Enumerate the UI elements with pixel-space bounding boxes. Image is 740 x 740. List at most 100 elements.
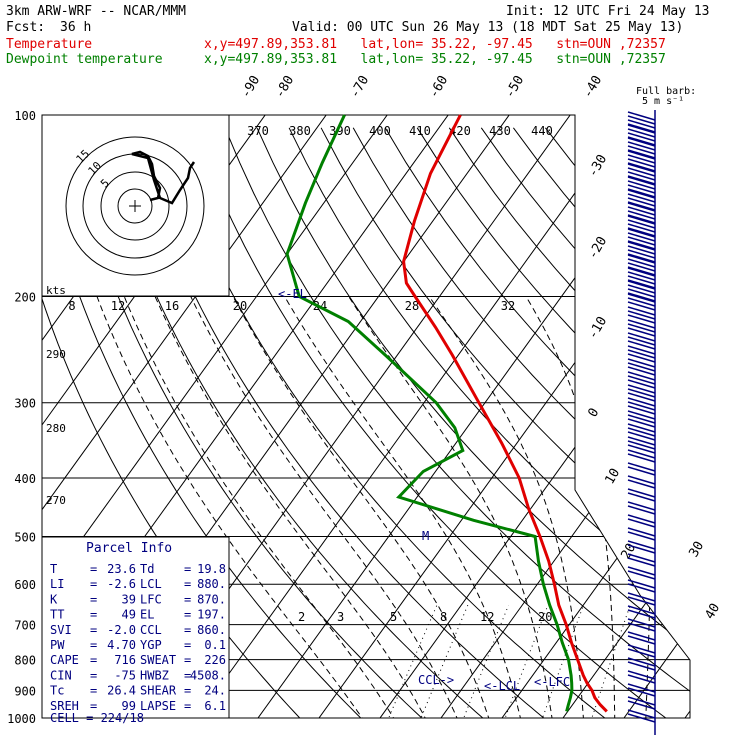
- parcel-eq: =: [90, 608, 97, 622]
- parcel-eq: =: [184, 577, 191, 591]
- wind-barb: [627, 323, 656, 333]
- parcel-eq: =: [184, 699, 191, 713]
- wind-barb: [627, 223, 656, 233]
- speed-tick: 32: [501, 299, 515, 313]
- wind-barb: [627, 188, 656, 198]
- parcel-key: TT: [50, 608, 64, 622]
- wind-barb: [627, 518, 656, 528]
- parcel-value: 4508.: [190, 668, 226, 682]
- wind-barb: [627, 540, 656, 550]
- moist-adiabat: [428, 296, 585, 718]
- parcel-value: 197.: [197, 608, 226, 622]
- barb-note: Full barb:: [636, 86, 696, 97]
- wind-barb: [627, 245, 656, 255]
- dry-adiabat: [641, 127, 690, 718]
- parcel-eq: =: [184, 592, 191, 606]
- wind-barb: [627, 215, 656, 225]
- parcel-eq: =: [184, 608, 191, 622]
- wind-barb: [627, 661, 656, 671]
- parcel-key: LCL: [140, 577, 162, 591]
- isotherm-label: 10: [602, 466, 623, 487]
- mixing-ratio-label: 2: [298, 610, 305, 624]
- wind-barb: [627, 362, 656, 372]
- wind-barb: [627, 137, 656, 147]
- wind-barb: [627, 332, 656, 342]
- wind-barb: [627, 648, 656, 658]
- wind-barb: [627, 262, 656, 272]
- speed-tick: 16: [165, 299, 179, 313]
- wind-barb: [627, 150, 656, 160]
- parcel-eq: =: [90, 562, 97, 576]
- moist-adiabat: [232, 296, 494, 718]
- theta-tick: 430: [489, 124, 511, 138]
- wind-barb: [627, 583, 656, 593]
- pressure-label: 800: [14, 654, 36, 668]
- wind-barbs: Full barb:5 m s⁻¹: [627, 86, 696, 735]
- parcel-key: HWBZ: [140, 668, 169, 682]
- theta-label: 270: [46, 494, 66, 507]
- wind-barb: [627, 388, 656, 398]
- location-temperature: x,y=497.89,353.81 lat,lon= 35.22, -97.45…: [204, 37, 666, 52]
- dry-adiabat: [352, 127, 690, 718]
- m-label: M: [422, 529, 429, 543]
- wind-barb: [627, 527, 656, 537]
- wind-barb: [627, 384, 656, 394]
- parcel-cell: CELL = 224/18: [50, 711, 144, 725]
- mixing-ratio-label: 8: [440, 610, 447, 624]
- isotherm-line: [370, 115, 690, 718]
- isotherm-label: -60: [426, 73, 451, 101]
- dry-adiabat: [256, 127, 690, 718]
- moist-adiabat: [190, 296, 463, 718]
- dry-adiabat: [160, 127, 622, 718]
- wind-barb: [627, 431, 656, 441]
- parcel-eq: =: [90, 668, 97, 682]
- wind-barb: [627, 453, 656, 463]
- isotherm-line: [675, 115, 690, 718]
- wind-barb: [627, 124, 656, 134]
- isotherm-label: -80: [272, 73, 297, 101]
- moist-adiabat: [154, 296, 433, 718]
- isotherm-line: [187, 115, 642, 718]
- pressure-label: 200: [14, 291, 36, 305]
- isotherm-line: [0, 102, 31, 731]
- parcel-value: 880.: [197, 577, 226, 591]
- wind-barb: [627, 345, 656, 355]
- parcel-eq: =: [90, 592, 97, 606]
- theta-tick: 410: [409, 124, 431, 138]
- speed-tick: 8: [68, 299, 75, 313]
- parcel-key: PW: [50, 638, 65, 652]
- theta-tick: 400: [369, 124, 391, 138]
- parcel-value: 226: [204, 653, 226, 667]
- wind-barb: [627, 687, 656, 697]
- el-label: <-EL: [278, 287, 307, 301]
- isotherm-label: 40: [702, 601, 723, 622]
- wind-barb: [627, 553, 656, 563]
- wind-barb: [627, 644, 656, 654]
- parcel-title: Parcel Info: [86, 541, 172, 556]
- parcel-value: 26.4: [107, 684, 136, 698]
- speed-tick: 28: [405, 299, 419, 313]
- dry-adiabat: [577, 127, 690, 718]
- theta-tick: 440: [531, 124, 553, 138]
- wind-barb: [627, 249, 656, 259]
- parcel-key: Td: [140, 562, 154, 576]
- wind-barb: [627, 392, 656, 402]
- ccl-label: CCL->: [418, 673, 454, 687]
- isotherm-label: -10: [585, 314, 610, 342]
- wind-barb: [627, 184, 656, 194]
- parcel-eq: =: [184, 562, 191, 576]
- wind-barb: [627, 340, 656, 350]
- wind-barb: [627, 306, 656, 316]
- parcel-key: SVI: [50, 623, 72, 637]
- isotherm-label: 30: [686, 539, 707, 560]
- wind-barb: [627, 405, 656, 415]
- wind-barb: [627, 358, 656, 368]
- parcel-value: 99: [122, 699, 136, 713]
- moist-adiabat: [96, 296, 372, 718]
- isotherm-label: -70: [347, 73, 372, 101]
- parcel-value: 49: [122, 608, 136, 622]
- wind-barb: [627, 158, 656, 168]
- wind-barb: [627, 202, 656, 212]
- wind-barb: [627, 219, 656, 229]
- wind-barb: [627, 462, 656, 472]
